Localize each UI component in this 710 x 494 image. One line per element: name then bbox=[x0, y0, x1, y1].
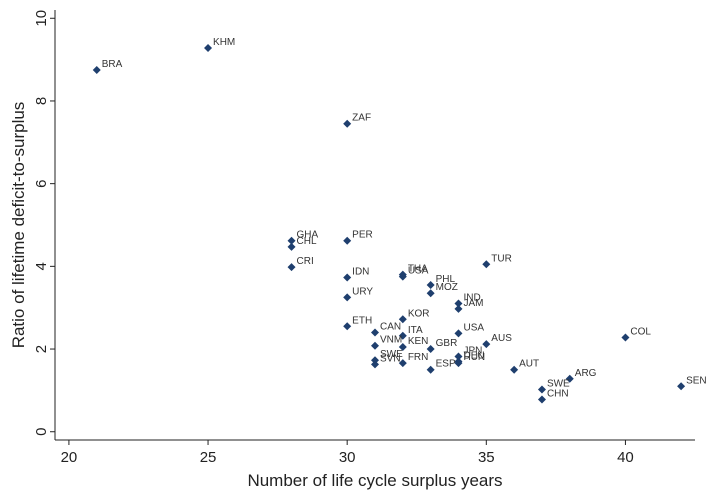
x-tick-label: 35 bbox=[478, 449, 495, 466]
data-point-label: THA bbox=[408, 264, 428, 275]
data-point-marker bbox=[287, 263, 296, 272]
data-point-marker bbox=[92, 65, 101, 74]
y-tick-label: 4 bbox=[33, 262, 50, 270]
x-axis-title: Number of life cycle surplus years bbox=[247, 471, 502, 490]
data-point-marker bbox=[426, 289, 435, 298]
data-point-label: HUN bbox=[463, 352, 485, 363]
data-point-label: FRN bbox=[408, 352, 429, 363]
data-point-label: ESP bbox=[436, 359, 456, 370]
data-point-label: JAM bbox=[463, 298, 483, 309]
data-point-marker bbox=[398, 272, 407, 281]
data-point-label: SWE bbox=[547, 379, 570, 390]
data-point-label: KEN bbox=[408, 336, 429, 347]
data-point-marker bbox=[343, 293, 352, 302]
data-point-label: GHA bbox=[297, 230, 319, 241]
data-point-label: CAN bbox=[380, 322, 401, 333]
data-point-marker bbox=[454, 304, 463, 313]
data-point-marker bbox=[343, 273, 352, 282]
data-point-marker bbox=[537, 395, 546, 404]
axes: 20 25 30 35 40 0 2 4 6 8 10 bbox=[33, 10, 695, 466]
data-point-marker bbox=[398, 315, 407, 324]
data-point-marker bbox=[371, 356, 379, 365]
data-point-label: IDN bbox=[352, 267, 369, 278]
data-point-label: BRA bbox=[102, 59, 123, 70]
data-point-label: ZAF bbox=[352, 113, 371, 124]
data-point-label: AUT bbox=[519, 359, 539, 370]
x-tick-label: 20 bbox=[61, 449, 78, 466]
data-point-marker bbox=[343, 322, 352, 331]
data-point-marker bbox=[454, 329, 463, 338]
data-point-marker bbox=[426, 345, 435, 354]
y-tick-label: 8 bbox=[33, 97, 50, 105]
x-tick-label: 30 bbox=[339, 449, 356, 466]
data-point-label: CRI bbox=[297, 256, 314, 267]
data-point-label: SWE bbox=[380, 349, 403, 360]
data-point-marker bbox=[565, 374, 574, 383]
data-point-label: URY bbox=[352, 286, 373, 297]
x-tick-label: 25 bbox=[200, 449, 217, 466]
data-point-marker bbox=[454, 352, 463, 361]
data-point-marker bbox=[454, 359, 463, 368]
data-point-marker bbox=[287, 242, 296, 251]
data-point-marker bbox=[398, 331, 407, 340]
data-point-marker bbox=[371, 328, 379, 337]
data-point-label: GBR bbox=[436, 338, 458, 349]
data-point-label: KOR bbox=[408, 308, 430, 319]
data-point-label: USA bbox=[408, 266, 429, 277]
data-point-label: CHL bbox=[297, 236, 317, 247]
data-point-marker bbox=[537, 385, 546, 394]
data-point-label: PER bbox=[352, 230, 373, 241]
data-point-label: VNM bbox=[380, 335, 402, 346]
data-point-label: USA bbox=[463, 322, 484, 333]
data-point-marker bbox=[454, 299, 463, 308]
data-point-label: SVN bbox=[380, 353, 401, 364]
data-point-label: ARG bbox=[575, 368, 597, 379]
data-point-label: IND bbox=[463, 293, 480, 304]
data-point-marker bbox=[371, 341, 379, 350]
data-point-marker bbox=[677, 382, 686, 391]
data-point-label: KHM bbox=[213, 37, 235, 48]
data-point-label: CHN bbox=[547, 388, 569, 399]
data-point-label: JPN bbox=[463, 345, 482, 356]
y-axis-title: Ratio of lifetime deficit-to-surplus bbox=[9, 102, 28, 349]
data-point-label: PHL bbox=[436, 274, 456, 285]
data-point-marker bbox=[287, 236, 296, 245]
data-point-label: AUS bbox=[491, 333, 512, 344]
y-tick-label: 6 bbox=[33, 179, 50, 187]
x-tick-label: 40 bbox=[617, 449, 634, 466]
data-point-marker bbox=[204, 44, 213, 53]
data-point-marker bbox=[398, 359, 407, 368]
data-point-marker bbox=[426, 365, 435, 374]
data-point-marker bbox=[621, 333, 630, 342]
data-point-label: COL bbox=[630, 326, 651, 337]
y-tick-label: 0 bbox=[33, 428, 50, 436]
data-point-marker bbox=[482, 260, 491, 269]
data-point-marker bbox=[343, 119, 352, 128]
data-point-marker bbox=[510, 365, 519, 374]
y-tick-label: 10 bbox=[33, 10, 50, 27]
data-point-marker bbox=[426, 280, 435, 289]
data-point-label: TUR bbox=[491, 253, 512, 264]
data-point-marker bbox=[343, 236, 352, 245]
data-point-label: ETH bbox=[352, 315, 372, 326]
data-point-marker bbox=[482, 340, 491, 349]
y-tick-label: 2 bbox=[33, 345, 50, 353]
data-point-label: ITA bbox=[408, 325, 423, 336]
data-point-marker bbox=[371, 360, 379, 369]
data-point-marker bbox=[398, 342, 407, 351]
data-point-label: SEN bbox=[686, 375, 707, 386]
data-point-label: DEU bbox=[463, 350, 484, 361]
data-point-label: MOZ bbox=[436, 282, 458, 293]
